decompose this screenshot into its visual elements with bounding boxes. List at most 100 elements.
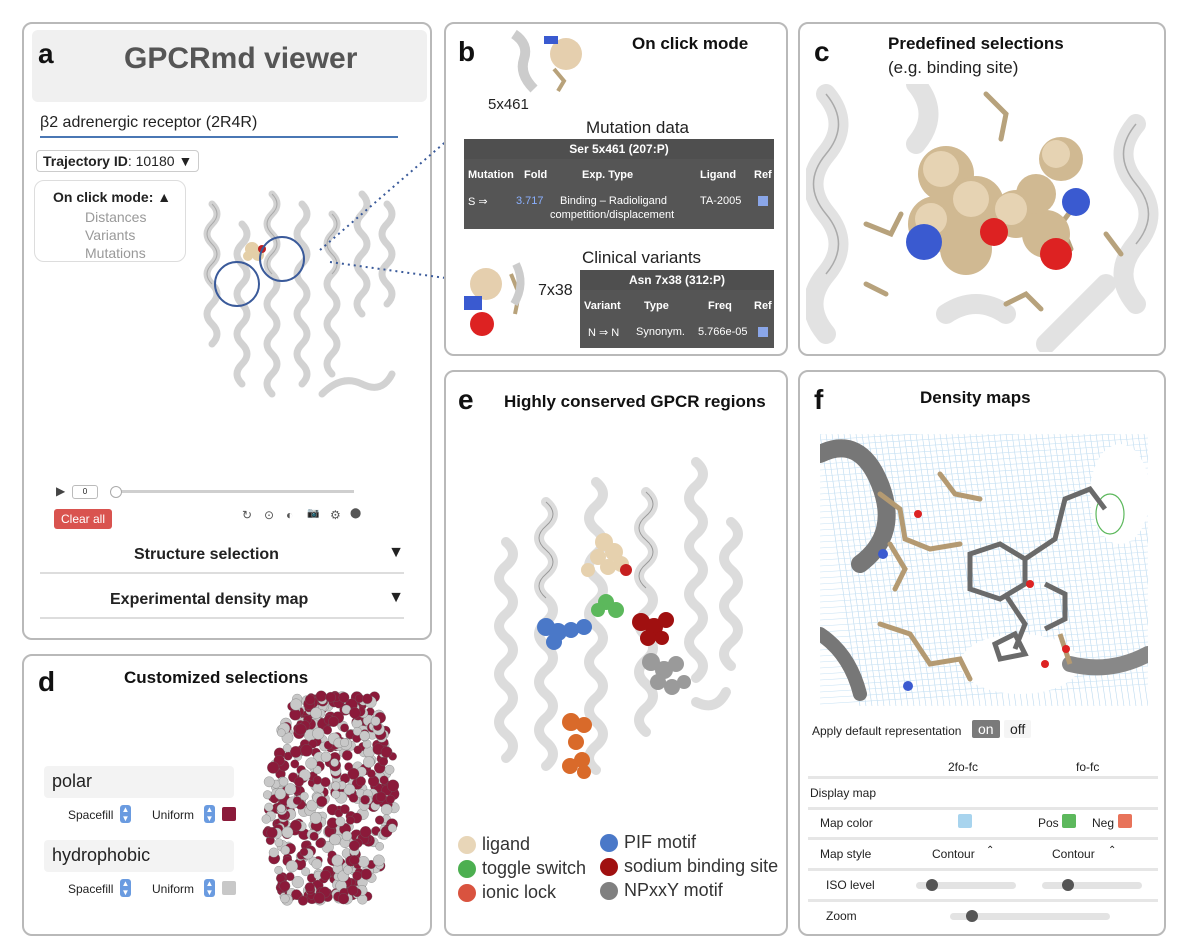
conserved-regions-view[interactable] <box>476 442 766 822</box>
reference-icon[interactable] <box>758 327 768 337</box>
panel-title-b: On click mode <box>632 34 749 53</box>
zoom-slider-handle[interactable] <box>966 910 978 922</box>
style-select-2fo-fc[interactable]: Contour <box>932 847 975 861</box>
select-arrows-icon[interactable]: ▲ ▼ <box>120 805 131 823</box>
panel-title-e: Highly conserved GPCR regions <box>504 392 766 411</box>
col-ligand: Ligand <box>700 169 737 181</box>
residue-stick <box>887 541 908 592</box>
chevron-down-icon: ▼ <box>178 153 193 169</box>
atom-sphere <box>343 783 356 796</box>
atom-sphere <box>300 744 313 757</box>
atom-sphere <box>328 716 339 727</box>
click-mode-dropdown[interactable]: On click mode: ▲ Distances Variants Muta… <box>34 180 186 262</box>
mesh-line <box>820 569 1148 591</box>
density-map-section[interactable]: Experimental density map ▼ <box>40 587 404 619</box>
legend-item-ligand: ligand <box>458 834 530 855</box>
color-swatch-2fo-fc[interactable] <box>958 814 972 828</box>
atom-sphere <box>305 757 318 770</box>
protein-ribbon-view[interactable] <box>192 164 402 464</box>
trajectory-slider[interactable] <box>114 490 354 493</box>
click-mode-option-mutations[interactable]: Mutations <box>85 245 146 261</box>
atom-sphere <box>315 690 327 702</box>
legend-item-sodium-binding-site: sodium binding site <box>600 856 778 877</box>
mutation-data-title: Mutation data <box>586 118 690 137</box>
structure-selection-section[interactable]: Structure selection ▼ <box>40 542 404 574</box>
select-arrows-icon[interactable]: ▲ ▼ <box>204 879 215 897</box>
cell-type: Synonym. <box>636 326 685 338</box>
panel-e: e Highly conserved GPCR regions ligand t… <box>444 370 788 936</box>
binding-site-view[interactable] <box>806 84 1160 352</box>
variants-table: Asn 7x38 (312:P) Variant Type Freq Ref N… <box>580 270 774 348</box>
fullscreen-icon[interactable]: ⬤ <box>350 508 362 519</box>
select-arrows-icon[interactable]: ▲ ▼ <box>204 805 215 823</box>
representation-select[interactable]: Spacefill <box>68 882 114 896</box>
selection-name-input[interactable]: polar <box>44 766 234 798</box>
iso-slider-2fo-fc[interactable] <box>916 882 1016 889</box>
atom-sphere <box>384 764 395 775</box>
click-mode-header[interactable]: On click mode: ▲ <box>53 189 171 205</box>
selection-color-swatch[interactable] <box>222 881 236 895</box>
panel-d: d Customized selections polar Spacefill … <box>22 654 432 936</box>
select-arrows-icon: ⌃ <box>1108 845 1117 856</box>
mesh-line <box>820 434 1022 447</box>
atom-sphere <box>353 745 363 755</box>
atom-sphere <box>375 815 385 825</box>
atom-sphere <box>339 804 350 815</box>
panel-label-e: e <box>458 384 474 415</box>
color-swatch-neg[interactable] <box>1118 814 1132 828</box>
atom-sphere <box>338 692 350 703</box>
selection-color-swatch[interactable] <box>222 807 236 821</box>
color-mode-select[interactable]: Uniform <box>152 882 195 896</box>
spacefill-protein-view[interactable] <box>256 686 406 911</box>
atom-sphere <box>309 812 322 825</box>
color-mode-select[interactable]: Uniform <box>152 808 195 822</box>
density-map-view[interactable] <box>820 434 1148 706</box>
atom-sphere <box>304 694 316 705</box>
atom-sphere <box>266 827 278 839</box>
slider-handle[interactable] <box>110 486 122 498</box>
style-select-fo-fc[interactable]: Contour <box>1052 847 1095 861</box>
cell-fold: 3.717 <box>516 195 544 207</box>
legend-label: NPxxY motif <box>624 880 723 900</box>
iso-slider-fo-fc-handle[interactable] <box>1062 879 1074 891</box>
atom-sphere <box>285 860 298 873</box>
color-swatch-pos[interactable] <box>1062 814 1076 828</box>
representation-select[interactable]: Spacefill <box>68 808 114 822</box>
cell-exp-type-line2: competition/displacement <box>550 209 675 221</box>
toggle-on-button[interactable]: on <box>972 720 1000 738</box>
trajectory-dropdown[interactable]: Trajectory ID: 10180 ▼ <box>36 150 200 172</box>
center-icon[interactable]: ⊙ <box>264 508 275 522</box>
atom-sphere <box>298 895 308 906</box>
toggle-off-button[interactable]: off <box>1004 720 1032 738</box>
camera-icon[interactable]: 📷 <box>307 508 320 519</box>
mesh-line <box>820 593 1148 615</box>
selection-name: hydrophobic <box>52 845 151 865</box>
selection-name-input[interactable]: hydrophobic <box>44 840 234 872</box>
mesh-line <box>820 551 1148 573</box>
atom-sphere <box>375 791 387 802</box>
atom-sphere <box>342 750 353 761</box>
zoom-slider[interactable] <box>950 913 1110 920</box>
iso-slider-fo-fc[interactable] <box>1042 882 1142 889</box>
atom-sphere <box>311 858 323 870</box>
atom-sphere <box>310 707 322 719</box>
atom-sphere <box>352 727 362 736</box>
click-mode-option-distances[interactable]: Distances <box>85 209 147 225</box>
reference-icon[interactable] <box>758 196 768 206</box>
play-icon[interactable]: ▶ <box>56 484 66 498</box>
atom-sphere <box>313 892 326 904</box>
select-arrows-icon[interactable]: ▲ ▼ <box>120 879 131 897</box>
frame-input[interactable]: 0 <box>72 485 98 499</box>
settings-icon[interactable]: ⚙ <box>330 508 341 522</box>
iso-slider-2fo-fc-handle[interactable] <box>926 879 938 891</box>
clear-all-button[interactable]: Clear all <box>54 509 113 529</box>
nitrogen-atom <box>878 549 888 559</box>
reset-icon[interactable]: ↻ <box>242 508 253 522</box>
contrast-icon[interactable]: ◐ <box>286 508 294 522</box>
mesh-line <box>820 605 1148 627</box>
atom-sphere <box>301 867 311 877</box>
atom-sphere <box>320 777 331 788</box>
click-mode-option-variants[interactable]: Variants <box>85 227 136 243</box>
receptor-field[interactable]: β2 adrenergic receptor (2R4R) <box>40 114 398 138</box>
viewer-header <box>32 30 427 102</box>
